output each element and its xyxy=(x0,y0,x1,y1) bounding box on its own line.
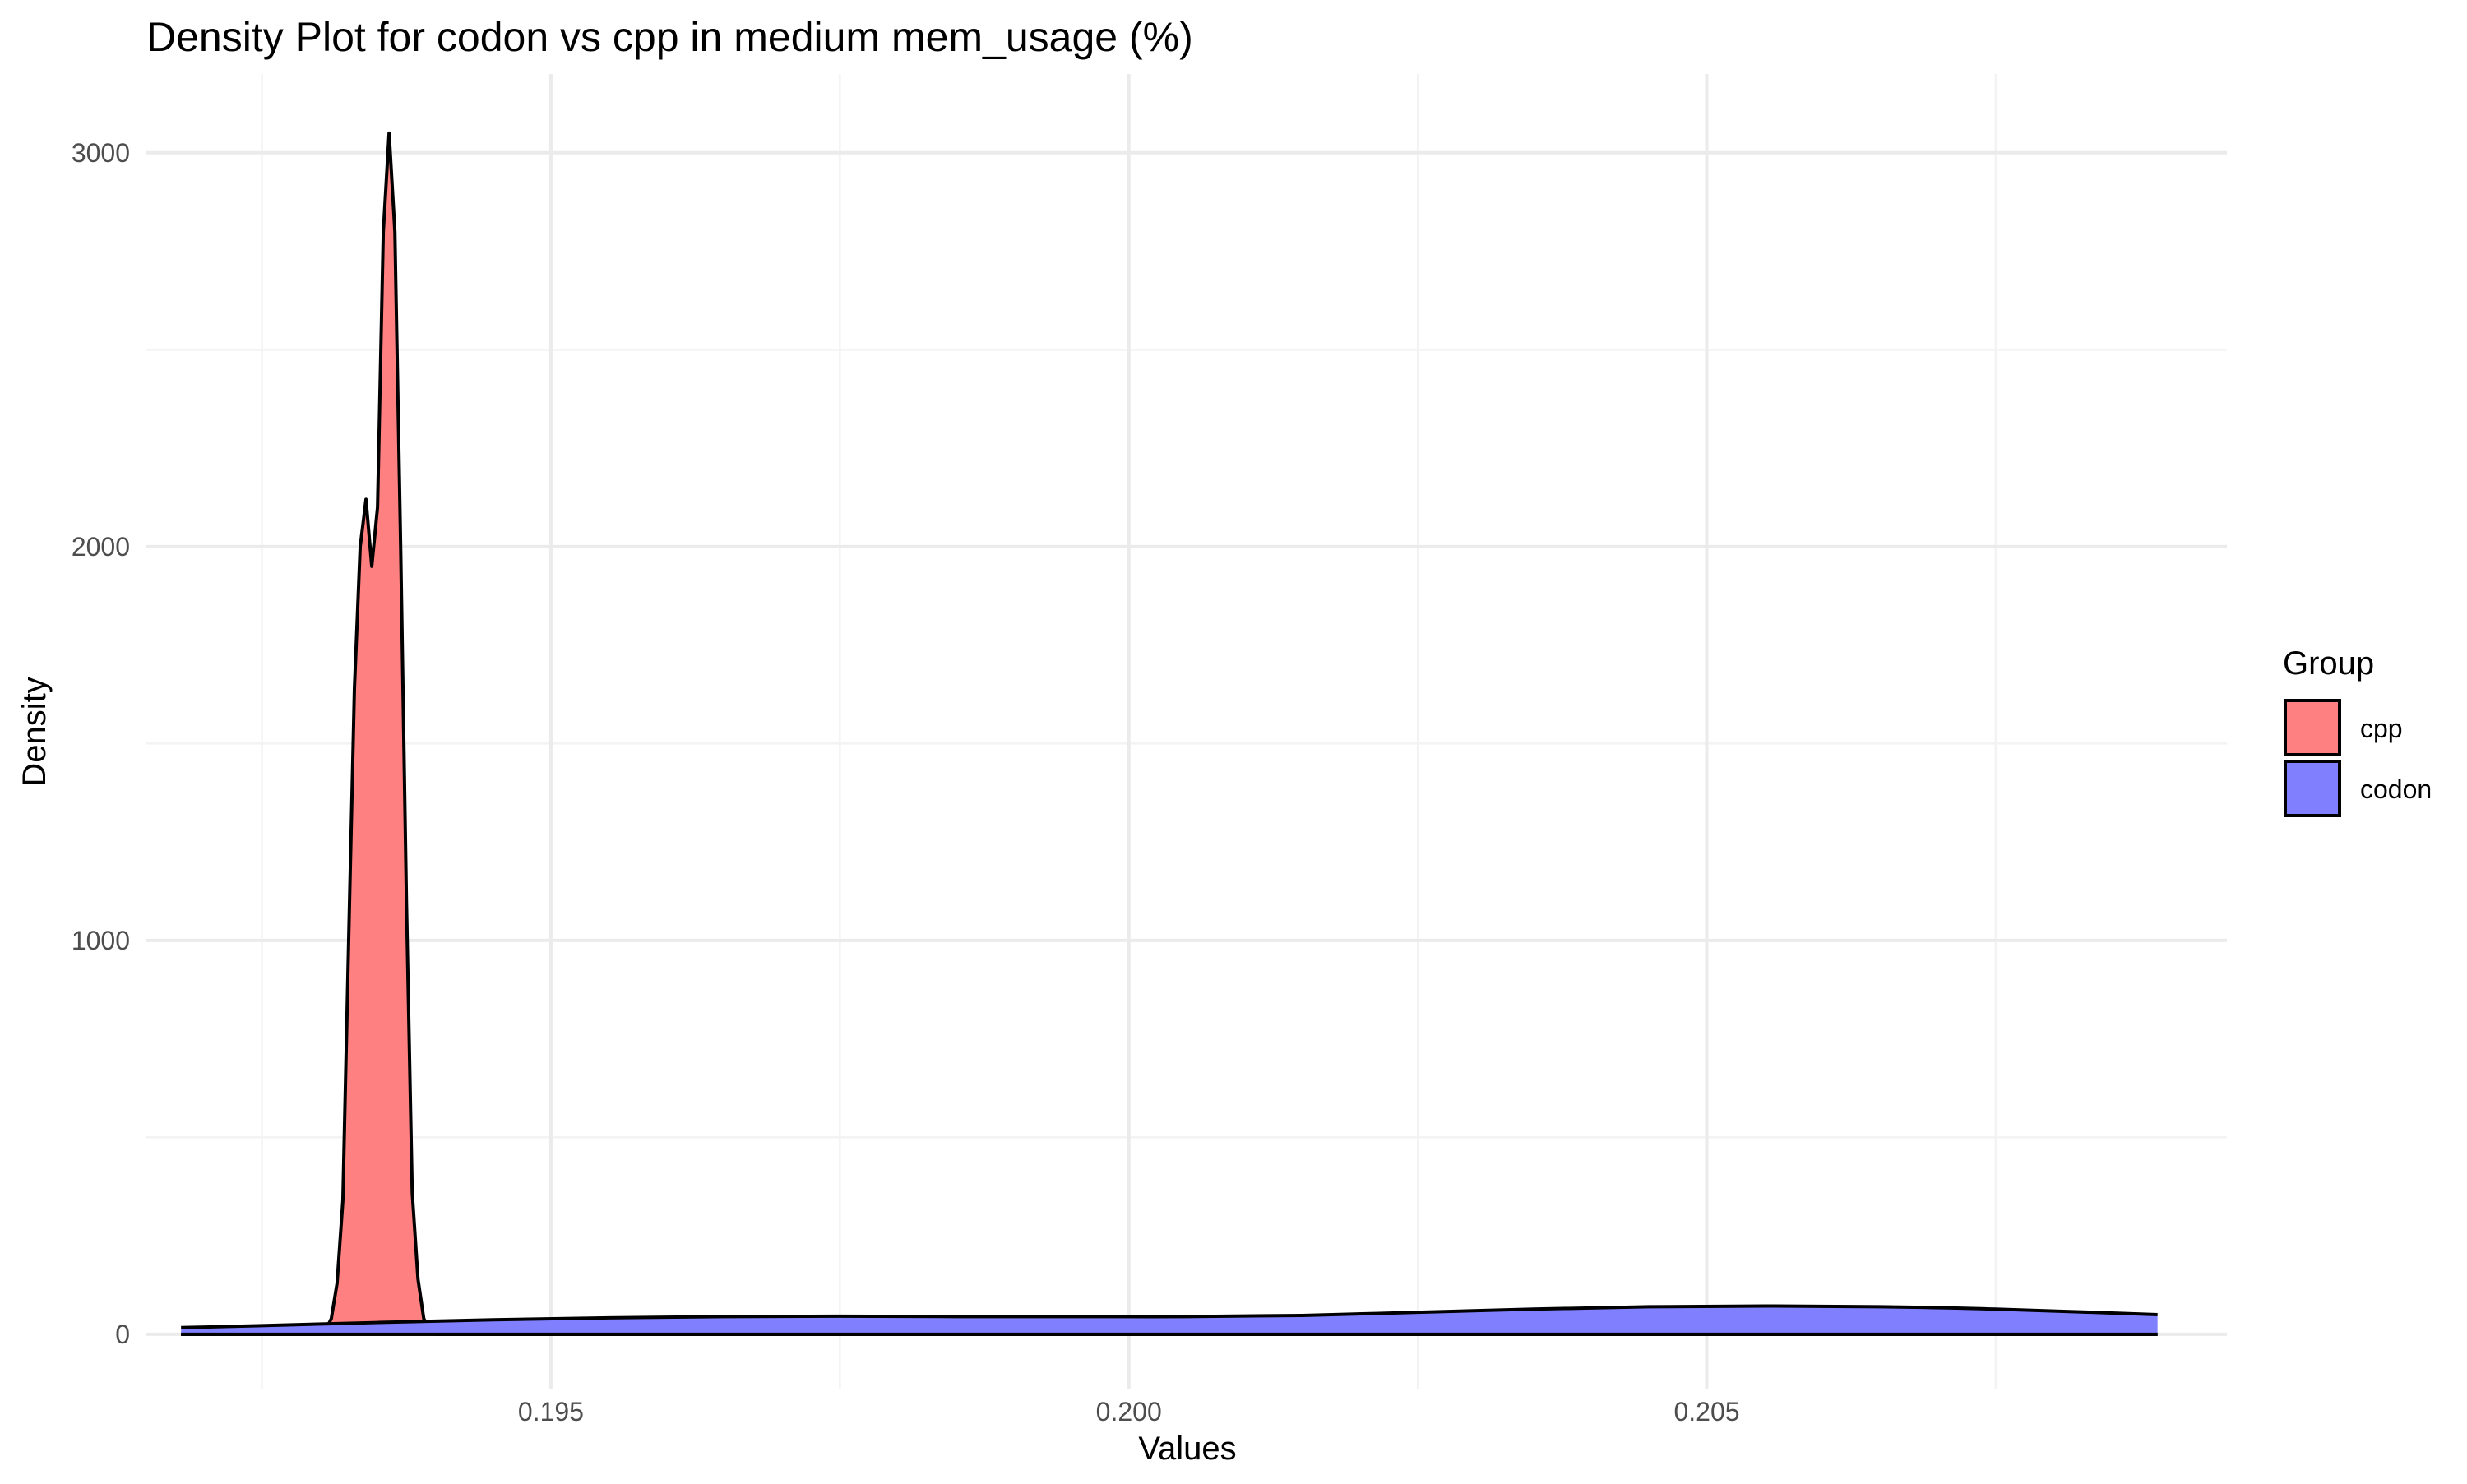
x-tick-label: 0.200 xyxy=(1096,1397,1162,1426)
y-axis-title: Density xyxy=(16,677,53,786)
density-area-codon xyxy=(181,1306,2158,1334)
y-tick-label: 1000 xyxy=(72,926,130,955)
y-tick-label: 0 xyxy=(115,1320,130,1349)
density-line-codon xyxy=(181,1304,2158,1329)
y-tick-label: 2000 xyxy=(72,532,130,562)
x-tick-label: 0.205 xyxy=(1673,1397,1739,1426)
legend-key-codon xyxy=(2284,760,2341,817)
axis-labels: 0.195 0.200 0.205 0 1000 2000 3000 xyxy=(72,138,1740,1426)
legend: Group cpp codon xyxy=(2283,645,2432,817)
legend-key-cpp xyxy=(2284,699,2341,756)
x-axis-title: Values xyxy=(1138,1431,1236,1467)
y-tick-label: 3000 xyxy=(72,138,130,168)
legend-items: cpp codon xyxy=(2284,699,2432,817)
legend-label-cpp: cpp xyxy=(2360,714,2403,743)
density-area-cpp xyxy=(181,132,2158,1334)
legend-label-codon: codon xyxy=(2360,774,2432,804)
x-tick-label: 0.195 xyxy=(518,1397,584,1426)
legend-title: Group xyxy=(2283,645,2374,682)
density-areas xyxy=(181,131,2158,1336)
chart-title: Density Plot for codon vs cpp in medium … xyxy=(146,14,1193,60)
